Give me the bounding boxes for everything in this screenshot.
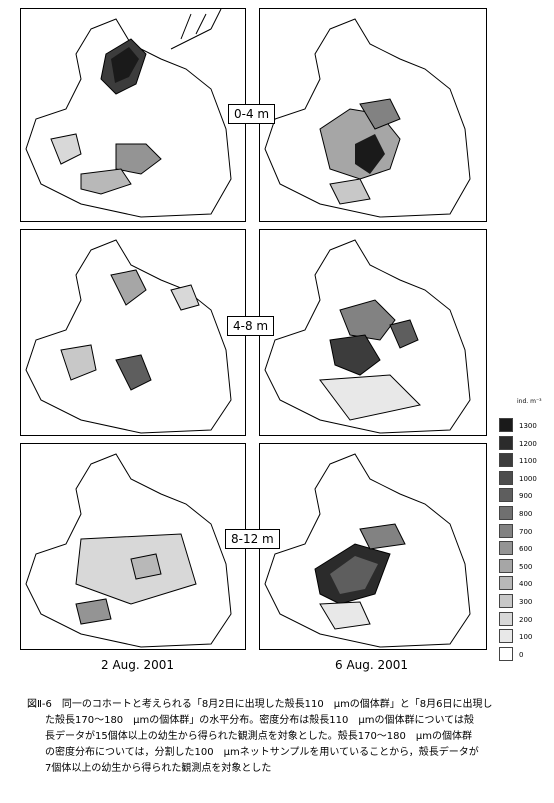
legend-label: 400 — [519, 580, 533, 589]
legend-label: 0 — [519, 650, 524, 659]
legend-swatch — [499, 523, 513, 538]
contour-map — [25, 9, 232, 218]
depth-label-8-12m: 8-12 m — [225, 529, 280, 549]
legend-swatch — [499, 558, 513, 573]
legend-swatch — [499, 453, 513, 468]
contour-map — [25, 453, 232, 648]
caption-line: 図Ⅱ-6 同一のコホートと考えられる「8月2日に出現した殻長110 μmの個体群… — [27, 699, 493, 710]
legend-swatch — [499, 611, 513, 626]
legend-label: 700 — [519, 527, 533, 536]
legend-label: 300 — [519, 598, 533, 606]
legend-swatch — [499, 435, 513, 450]
legend-swatch — [499, 470, 513, 485]
legend-swatch — [499, 646, 513, 661]
contour-map — [264, 453, 471, 648]
legend-label: 1100 — [519, 457, 537, 466]
density-legend: ind. m⁻³ 1300 1200 1100 1000 900 800 700 600 500… — [497, 398, 553, 661]
map-panel-4-8m-6aug — [259, 229, 487, 436]
depth-label-4-8m: 4-8 m — [227, 316, 275, 336]
legend-label: 1000 — [519, 474, 537, 483]
map-panel-4-8m-2aug — [20, 229, 246, 436]
map-panel-0-4m-6aug — [259, 8, 487, 222]
legend-label: 1200 — [519, 439, 537, 448]
legend-unit: ind. m⁻³ — [517, 398, 542, 405]
legend-label: 200 — [519, 615, 533, 624]
caption-line: た殻長170～180 μmの個体群」の水平分布。密度分布は殻長110 μmの個体… — [45, 715, 474, 726]
legend-swatch — [499, 594, 513, 608]
contour-map — [25, 239, 232, 434]
figure-caption: 図Ⅱ-6 同一のコホートと考えられる「8月2日に出現した殻長110 μmの個体群… — [27, 697, 537, 777]
legend-swatch — [499, 506, 513, 520]
contour-map — [264, 239, 471, 434]
legend-label: 100 — [519, 633, 533, 642]
legend-label: 900 — [519, 492, 533, 501]
legend-label: 500 — [519, 562, 533, 571]
caption-line: 7個体以上の幼生から得られた観測点を対象とした — [45, 763, 272, 774]
legend-swatch — [499, 541, 513, 556]
contour-map — [264, 18, 471, 218]
legend-swatch — [499, 488, 513, 503]
date-label-2aug: 2 Aug. 2001 — [101, 658, 175, 672]
legend-swatch — [499, 576, 513, 591]
caption-line: の密度分布については，分割した100 μmネットサンプルを用いていることから，殻… — [45, 747, 479, 758]
legend-label: 1300 — [519, 422, 537, 430]
legend-label: 600 — [519, 545, 533, 554]
map-panel-8-12m-6aug — [259, 443, 487, 650]
date-label-6aug: 6 Aug. 2001 — [335, 658, 409, 672]
depth-label-0-4m: 0-4 m — [228, 104, 276, 124]
legend-swatch — [499, 418, 513, 432]
map-panel-8-12m-2aug — [20, 443, 246, 650]
legend-label: 800 — [519, 510, 533, 518]
map-panel-0-4m-2aug — [20, 8, 246, 222]
legend-swatch — [499, 629, 513, 644]
caption-line: 長データが15個体以上の幼生から得られた観測点を対象とした。殻長170～180 … — [45, 731, 473, 742]
